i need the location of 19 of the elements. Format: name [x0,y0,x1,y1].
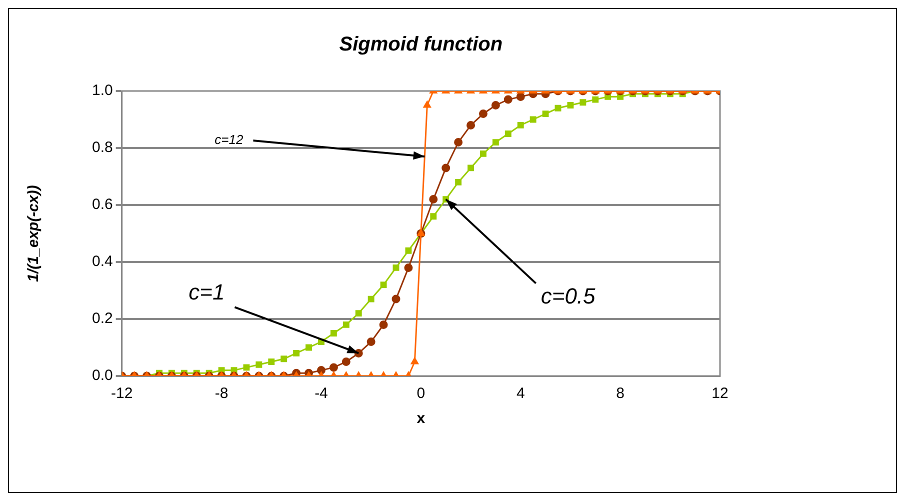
x-tick-label: 4 [516,385,525,402]
annotation: c=12 [214,132,244,148]
y-tick-label: 0.6 [92,196,113,214]
x-axis-title: x [416,410,426,428]
chart-title: Sigmoid function [339,34,503,56]
annotation: c=1 [188,279,225,304]
annotation: c=0.5 [540,283,596,308]
x-tick-label: -12 [111,385,133,402]
y-tick-label: 0.8 [92,139,113,156]
x-tick-label: 0 [416,385,426,402]
y-tick-label: 0.4 [92,253,113,270]
y-tick-label: 0.0 [92,367,113,384]
x-tick-label: 12 [712,385,728,402]
y-axis-title: 1/(1_exp(-cx)) [25,185,42,282]
x-tick-label: -4 [314,385,328,402]
x-tick-label: -8 [214,385,228,402]
y-tick-label: 1.0 [92,82,113,100]
x-tick-label: 8 [616,385,624,402]
y-tick-label: 0.2 [92,310,113,328]
